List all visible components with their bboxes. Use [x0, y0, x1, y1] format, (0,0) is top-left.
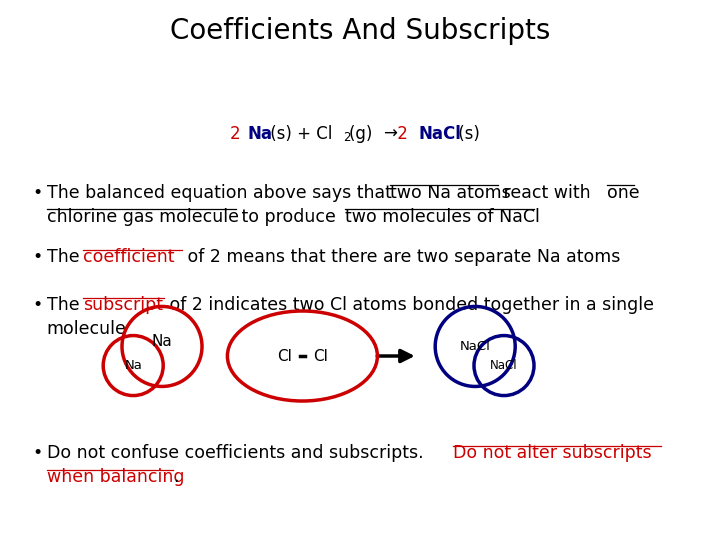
Text: of 2 means that there are two separate Na atoms: of 2 means that there are two separate N… — [182, 248, 621, 266]
Text: 2: 2 — [343, 131, 350, 144]
Text: The balanced equation above says that: The balanced equation above says that — [47, 184, 397, 202]
Text: Do not confuse coefficients and subscripts.: Do not confuse coefficients and subscrip… — [47, 444, 434, 462]
Text: react with: react with — [498, 184, 596, 202]
Text: to produce: to produce — [236, 208, 342, 226]
Text: Na: Na — [152, 334, 172, 349]
Text: The: The — [47, 296, 85, 314]
Text: •: • — [32, 444, 42, 462]
Text: The: The — [47, 248, 85, 266]
Text: •: • — [32, 296, 42, 314]
Text: two molecules of NaCl: two molecules of NaCl — [345, 208, 539, 226]
Text: NaCl: NaCl — [460, 340, 490, 353]
Text: (s): (s) — [453, 125, 480, 143]
Text: Coefficients And Subscripts: Coefficients And Subscripts — [170, 17, 550, 45]
Text: 2: 2 — [230, 125, 246, 143]
Text: •: • — [32, 184, 42, 202]
Text: •: • — [32, 248, 42, 266]
Text: Na: Na — [125, 359, 142, 372]
Text: Cl: Cl — [277, 348, 292, 363]
Text: Do not alter subscripts: Do not alter subscripts — [453, 444, 652, 462]
Text: (g): (g) — [348, 125, 377, 143]
Text: coefficient: coefficient — [83, 248, 174, 266]
Text: two Na atoms: two Na atoms — [390, 184, 510, 202]
Text: →: → — [383, 125, 397, 143]
Text: one: one — [606, 184, 639, 202]
Text: when balancing: when balancing — [47, 468, 184, 486]
Text: .: . — [174, 468, 179, 486]
Text: 2: 2 — [392, 125, 413, 143]
Text: of 2 indicates two Cl atoms bonded together in a single: of 2 indicates two Cl atoms bonded toget… — [164, 296, 654, 314]
Text: chlorine gas molecule: chlorine gas molecule — [47, 208, 239, 226]
Text: subscript: subscript — [83, 296, 163, 314]
Text: (s) + Cl: (s) + Cl — [265, 125, 332, 143]
Text: Na: Na — [248, 125, 272, 143]
Text: NaCl: NaCl — [490, 359, 518, 372]
Text: Cl: Cl — [313, 348, 328, 363]
Text: molecule: molecule — [47, 320, 127, 338]
Text: NaCl: NaCl — [418, 125, 461, 143]
